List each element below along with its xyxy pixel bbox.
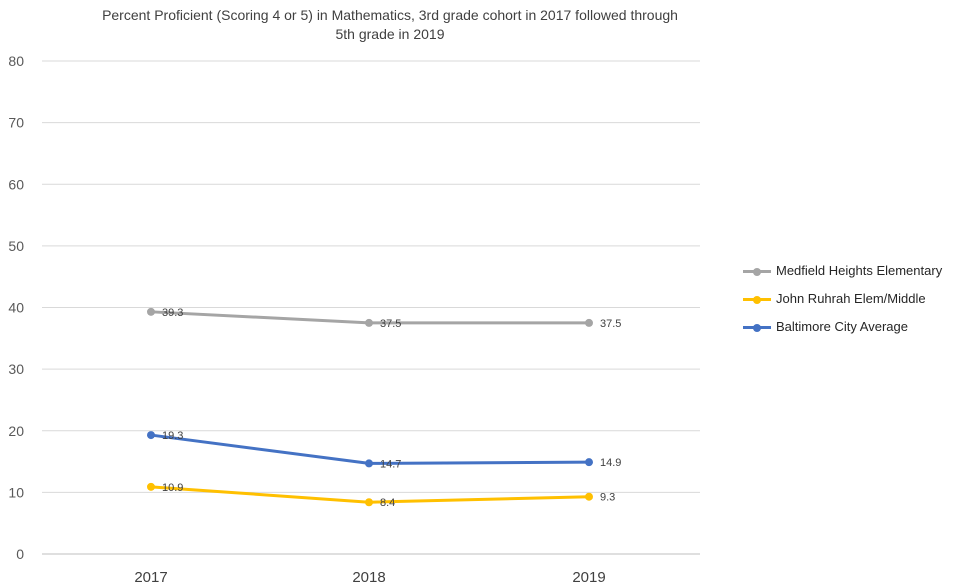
data-label-john-ruhrah-2018: 8.4 bbox=[380, 497, 395, 509]
data-point-john-ruhrah-2018 bbox=[365, 498, 373, 507]
data-point-john-ruhrah-2019 bbox=[585, 492, 593, 501]
y-tick-label-40: 40 bbox=[8, 300, 24, 316]
y-tick-label-50: 50 bbox=[8, 238, 24, 254]
data-point-baltimore-2019 bbox=[585, 458, 593, 467]
data-label-medfield-2018: 37.5 bbox=[380, 318, 401, 330]
x-tick-label-2018: 2018 bbox=[352, 569, 385, 586]
data-point-baltimore-2018 bbox=[365, 459, 373, 468]
data-point-medfield-2018 bbox=[365, 318, 373, 327]
legend-label-medfield: Medfield Heights Elementary bbox=[776, 263, 943, 278]
x-tick-label-2019: 2019 bbox=[572, 569, 605, 586]
legend-swatch-medfield bbox=[743, 267, 771, 276]
y-tick-label-80: 80 bbox=[8, 53, 24, 69]
data-point-john-ruhrah-2017 bbox=[147, 482, 155, 491]
data-label-medfield-2017: 39.3 bbox=[162, 307, 183, 319]
data-label-baltimore-2017: 19.3 bbox=[162, 430, 183, 442]
chart-title: Percent Proficient (Scoring 4 or 5) in M… bbox=[100, 6, 680, 44]
legend-item-baltimore: Baltimore City Average bbox=[743, 318, 958, 336]
y-tick-label-60: 60 bbox=[8, 176, 24, 192]
legend-swatch-john-ruhrah bbox=[743, 295, 771, 304]
data-label-baltimore-2018: 14.7 bbox=[380, 458, 401, 470]
data-label-medfield-2019: 37.5 bbox=[600, 318, 621, 330]
y-tick-label-0: 0 bbox=[16, 546, 24, 562]
data-point-medfield-2019 bbox=[585, 318, 593, 327]
legend-swatch-baltimore bbox=[743, 323, 771, 332]
data-point-medfield-2017 bbox=[147, 307, 155, 316]
legend: Medfield Heights Elementary John Ruhrah … bbox=[743, 262, 958, 346]
y-tick-label-10: 10 bbox=[8, 484, 24, 500]
x-tick-label-2017: 2017 bbox=[134, 569, 167, 586]
chart-title-line-2: 5th grade in 2019 bbox=[335, 26, 445, 42]
y-tick-label-70: 70 bbox=[8, 115, 24, 131]
legend-item-john-ruhrah: John Ruhrah Elem/Middle bbox=[743, 290, 958, 308]
legend-label-baltimore: Baltimore City Average bbox=[776, 319, 908, 334]
data-label-john-ruhrah-2019: 9.3 bbox=[600, 492, 615, 504]
y-tick-label-20: 20 bbox=[8, 423, 24, 439]
data-point-baltimore-2017 bbox=[147, 431, 155, 440]
data-label-baltimore-2019: 14.9 bbox=[600, 457, 621, 469]
data-label-john-ruhrah-2017: 10.9 bbox=[162, 482, 183, 494]
legend-label-john-ruhrah: John Ruhrah Elem/Middle bbox=[776, 291, 926, 306]
series-line-baltimore bbox=[150, 433, 590, 465]
y-tick-label-30: 30 bbox=[8, 361, 24, 377]
legend-item-medfield: Medfield Heights Elementary bbox=[743, 262, 958, 280]
chart-title-line-1: Percent Proficient (Scoring 4 or 5) in M… bbox=[102, 7, 678, 23]
